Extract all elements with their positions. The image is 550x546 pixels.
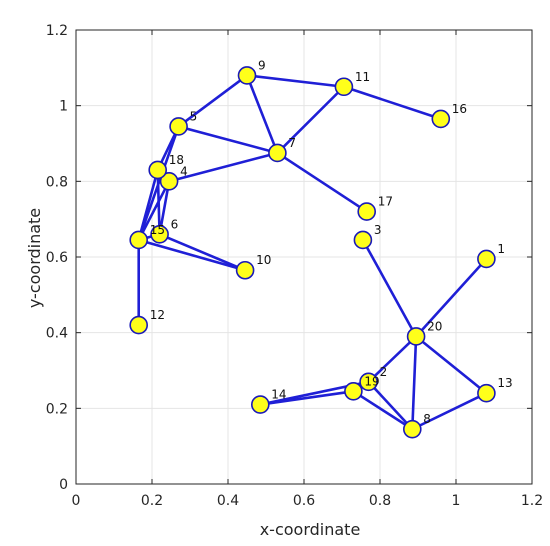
x-tick-label: 0.6 [293, 493, 315, 509]
node-13 [477, 383, 496, 403]
x-tick-label: 0.2 [141, 493, 163, 509]
node-1 [477, 249, 496, 269]
node-label-6: 6 [171, 217, 179, 231]
node-18 [148, 160, 167, 180]
node-label-19: 19 [364, 374, 379, 388]
edge-layer [137, 74, 488, 431]
axis-layer: 0 0.2 0.4 0.6 0.8 1 1.2 0 0.2 0.4 0.6 0.8 1 1.2 [46, 23, 543, 509]
edge-5-9 [177, 74, 249, 128]
edge-9-7 [245, 74, 279, 155]
node-label-9: 9 [258, 58, 266, 72]
node-12 [129, 315, 148, 335]
x-tick-label: 0.8 [369, 493, 391, 509]
edge-5-7 [177, 125, 279, 155]
node-4 [159, 172, 179, 191]
edge-19-8 [352, 390, 414, 431]
node-6 [150, 225, 169, 244]
node-label-8: 8 [423, 412, 431, 426]
node-label-14: 14 [271, 388, 286, 402]
node-20 [406, 327, 426, 346]
y-tick-label: 0.8 [46, 174, 68, 190]
node-label-1: 1 [497, 242, 505, 256]
node-16 [431, 109, 451, 129]
edge-6-10 [158, 233, 247, 272]
edge-4-15 [137, 180, 171, 242]
edge-14-19 [258, 390, 355, 406]
grid-layer [75, 29, 533, 485]
edge-11-7 [276, 85, 346, 155]
node-2 [359, 372, 378, 392]
node-label-16: 16 [452, 102, 467, 116]
edge-20-13 [414, 335, 488, 395]
node-label-10: 10 [256, 253, 271, 267]
node-8 [402, 419, 422, 439]
x-axis-label: x-coordinate [260, 520, 361, 539]
edge-11-16 [342, 85, 443, 121]
node-10 [235, 260, 255, 280]
edge-7-4 [167, 151, 279, 183]
node-label-17: 17 [378, 195, 393, 209]
y-tick-label: 0 [59, 477, 68, 493]
y-tick-label: 0.2 [46, 401, 68, 417]
edge-18-15 [137, 168, 159, 242]
edge-1-20 [414, 257, 488, 338]
edge-7-17 [276, 151, 369, 213]
node-14 [250, 395, 270, 414]
edge-20-8 [410, 335, 418, 431]
y-tick-label: 0.4 [46, 326, 68, 342]
node-label-20: 20 [427, 319, 442, 333]
x-tick-label: 0 [72, 493, 81, 509]
x-tick-label: 1.2 [521, 493, 543, 509]
node-label-13: 13 [497, 376, 512, 390]
x-tick-label: 1 [452, 493, 461, 509]
y-tick-label: 1.2 [46, 23, 68, 39]
node-11 [334, 77, 354, 97]
node-label-3: 3 [374, 223, 382, 237]
node-5 [169, 117, 188, 136]
y-axis-label: y-coordinate [25, 208, 44, 308]
node-label-12: 12 [150, 308, 165, 322]
y-tick-label: 1 [59, 99, 68, 115]
edge-9-11 [245, 74, 346, 89]
x-tick-label: 0.4 [217, 493, 239, 509]
node-7 [268, 143, 287, 163]
node-label-18: 18 [169, 153, 184, 167]
edge-2-8 [367, 380, 414, 431]
node-label-4: 4 [180, 164, 188, 178]
y-tick-label: 0.6 [46, 250, 68, 266]
node-label-5: 5 [190, 109, 198, 123]
node-label-15: 15 [150, 223, 165, 237]
edge-3-20 [361, 238, 418, 338]
node-label-2: 2 [380, 365, 388, 379]
edge-8-13 [410, 391, 488, 431]
node-15 [129, 230, 148, 250]
node-3 [353, 230, 373, 250]
node-label-7: 7 [288, 136, 296, 150]
node-label-11: 11 [355, 70, 370, 84]
edge-20-2 [367, 335, 418, 384]
edge-15-10 [137, 238, 247, 272]
node-9 [237, 66, 257, 85]
node-19 [344, 382, 363, 401]
node-17 [357, 202, 377, 221]
